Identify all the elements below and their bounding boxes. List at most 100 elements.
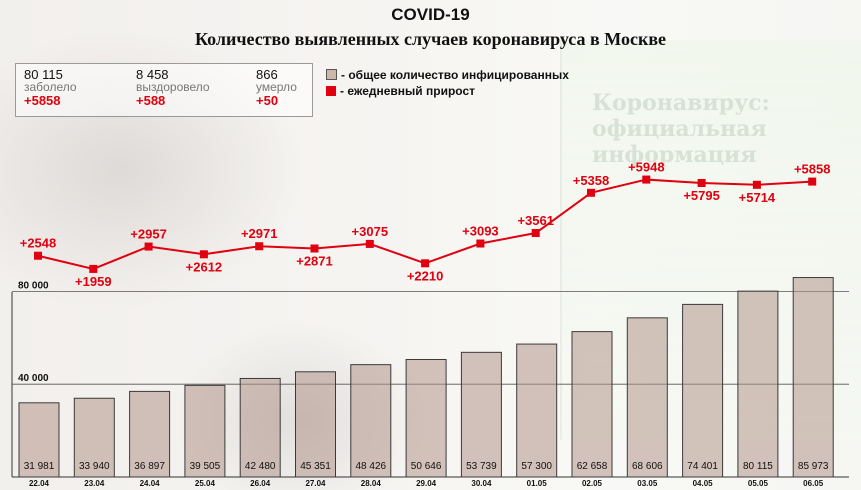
x-tick-label: 06.05 [803, 479, 824, 488]
bar [239, 377, 281, 478]
daily-point-label: +5714 [739, 190, 776, 205]
bar [737, 290, 779, 478]
bar-value-label: 74 401 [687, 461, 718, 472]
bar-value-label: 53 739 [466, 461, 497, 472]
daily-point [531, 229, 540, 238]
stat-recovered-value: 8 458 [136, 67, 169, 82]
x-tick-label: 04.05 [693, 479, 714, 488]
daily-point [144, 242, 153, 251]
bar [184, 384, 226, 478]
bar [350, 364, 392, 478]
stat-infected-value: 80 115 [24, 67, 63, 82]
x-tick-label: 26.04 [250, 479, 271, 488]
x-tick-label: 01.05 [527, 479, 548, 488]
daily-point [421, 259, 430, 268]
daily-point [365, 239, 374, 248]
bar [73, 397, 115, 478]
x-tick-label: 22.04 [29, 479, 50, 488]
bar-value-label: 68 606 [632, 461, 663, 472]
daily-point-label: +2871 [296, 253, 333, 268]
x-tick-label: 28.04 [361, 479, 382, 488]
bar-value-label: 39 505 [190, 461, 221, 472]
x-tick-label: 03.05 [637, 479, 658, 488]
legend-swatch-daily [326, 86, 336, 96]
stat-infected-delta: +5858 [24, 93, 61, 108]
background-monitor-text: Коронавирус: официальная информация [592, 90, 770, 168]
daily-point-label: +3561 [517, 213, 554, 228]
stat-recovered: 8 458 выздоровело +588 [136, 68, 210, 107]
daily-point-label: +2612 [186, 259, 223, 274]
daily-point [255, 242, 264, 251]
bar-value-label: 80 115 [743, 461, 773, 472]
daily-point [752, 180, 761, 189]
x-tick-label: 23.04 [84, 479, 105, 488]
daily-point-label: +5358 [573, 173, 610, 188]
bar-value-label: 48 426 [356, 461, 387, 472]
stat-deaths: 866 умерло +50 [256, 68, 297, 107]
bar-value-label: 50 646 [411, 461, 442, 472]
daily-point-label: +3075 [352, 224, 389, 239]
stat-recovered-delta: +588 [136, 93, 166, 108]
daily-point-label: +2971 [241, 226, 278, 241]
stat-deaths-label: умерло [256, 80, 297, 94]
chart-subtitle: Количество выявленных случаев коронавиру… [194, 29, 667, 49]
legend-swatch-total [326, 69, 337, 80]
bar [18, 402, 60, 478]
daily-point-label: +5948 [628, 160, 665, 175]
bar [792, 277, 834, 478]
bar-value-label: 33 940 [79, 461, 110, 472]
daily-point-label: +5858 [794, 162, 831, 177]
daily-point [808, 177, 817, 186]
x-tick-label: 27.04 [305, 479, 326, 488]
x-tick-label: 02.05 [582, 479, 603, 488]
daily-point-label: +3093 [462, 224, 499, 239]
bar-value-label: 42 480 [245, 461, 276, 472]
daily-point [697, 178, 706, 187]
bar [295, 371, 336, 478]
bar-value-label: 36 897 [134, 461, 165, 472]
stat-deaths-value: 866 [256, 67, 278, 82]
bar [571, 331, 613, 478]
bar-value-label: 57 300 [521, 461, 552, 472]
bar-value-label: 45 351 [300, 461, 331, 472]
stat-recovered-label: выздоровело [136, 80, 210, 94]
bar [682, 303, 724, 478]
daily-point-label: +2957 [130, 227, 167, 242]
bar-value-label: 85 973 [798, 461, 829, 472]
x-tick-label: 30.04 [471, 479, 492, 488]
daily-point [89, 264, 98, 273]
daily-point [199, 250, 208, 259]
x-tick-label: 25.04 [195, 479, 216, 488]
bar [626, 317, 668, 478]
daily-point [476, 239, 485, 248]
daily-point [642, 175, 651, 184]
legend-item-total: - общее количество инфицированных [326, 68, 569, 82]
stat-infected-label: заболело [24, 80, 77, 94]
daily-point-label: +2210 [407, 268, 444, 283]
bar [516, 343, 558, 478]
x-tick-label: 24.04 [140, 479, 161, 488]
legend-item-daily: - ежедневный прирост [326, 84, 475, 98]
daily-point-label: +2548 [20, 236, 57, 251]
bar [405, 359, 447, 478]
stat-deaths-delta: +50 [256, 93, 279, 108]
x-tick-label: 05.05 [748, 479, 769, 488]
daily-point [34, 251, 42, 260]
bar-value-label: 31 981 [24, 461, 55, 472]
chart-title: COVID-19 [391, 5, 470, 24]
stats-panel: 80 115 заболело +5858 8 458 выздоровело … [15, 63, 313, 117]
daily-point-label: +1959 [75, 274, 112, 289]
bar [129, 390, 171, 478]
daily-point [587, 188, 595, 197]
legend-label-daily: - ежедневный прирост [340, 84, 475, 98]
bar [460, 351, 502, 478]
daily-point [310, 244, 319, 253]
y-tick-label: 80 000 [18, 280, 49, 291]
y-tick-label: 40 000 [18, 373, 49, 384]
bar-value-label: 62 658 [577, 461, 608, 472]
legend-label-total: - общее количество инфицированных [341, 68, 569, 82]
daily-point-label: +5795 [683, 188, 720, 203]
stat-infected: 80 115 заболело +5858 [24, 68, 77, 107]
x-tick-label: 29.04 [416, 479, 437, 488]
